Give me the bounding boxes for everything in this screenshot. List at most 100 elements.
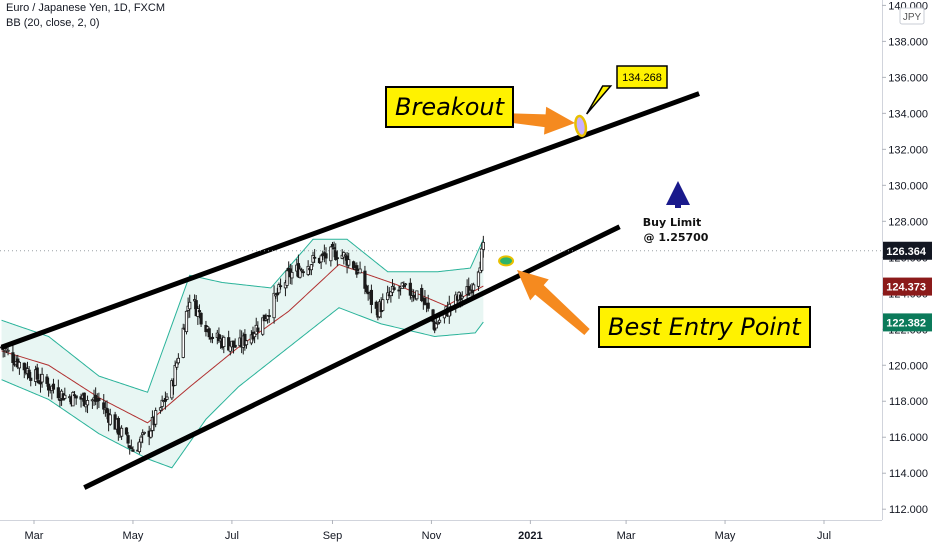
candle-body: [402, 285, 406, 287]
candle: [119, 425, 124, 440]
candle-body: [267, 315, 271, 318]
candle: [51, 378, 56, 394]
upper-band-line: [1, 238, 484, 393]
candle: [222, 335, 226, 354]
candle-body: [374, 301, 378, 309]
currency-badge-box: [899, 7, 925, 25]
candle: [108, 408, 112, 426]
candle: [124, 427, 129, 436]
lower-band-price-label-bg: [883, 313, 932, 332]
candle-body: [74, 395, 78, 399]
best-entry-callout: Best Entry Point: [598, 306, 811, 348]
buy-limit-label: Buy Limit: [643, 216, 702, 229]
candle: [278, 278, 283, 290]
candle-body: [311, 254, 315, 263]
candle-body: [335, 257, 339, 260]
price-tick-label: 116.000: [889, 432, 928, 444]
candle-body: [256, 327, 260, 333]
candle-body: [392, 287, 396, 290]
candle-body: [29, 377, 33, 381]
candle-body: [227, 337, 231, 351]
price-tick-label: 114.000: [889, 468, 928, 480]
candle-body: [207, 328, 211, 338]
candle: [426, 294, 430, 312]
candle-body: [27, 369, 31, 379]
candle-body: [364, 285, 369, 293]
candle: [160, 395, 164, 412]
candle-body: [184, 310, 189, 333]
candle-body: [139, 436, 143, 443]
lower-band-line: [1, 307, 484, 469]
candle: [256, 321, 260, 340]
candle-body: [149, 430, 153, 438]
candle-body: [275, 292, 279, 296]
candle-body: [11, 352, 15, 363]
last-price-label: 126.364: [886, 246, 927, 258]
annotations-layer: 134.268 Buy Limit @ 1.25700: [0, 65, 882, 335]
candle-body: [285, 270, 289, 286]
candle: [420, 284, 424, 303]
time-tick-label: May: [715, 530, 736, 542]
candle-body: [329, 246, 333, 262]
candle: [358, 261, 362, 274]
candle: [207, 327, 211, 340]
currency-badge: JPY: [903, 12, 922, 23]
candle: [72, 391, 77, 397]
breakout-price-label: 134.268: [622, 72, 662, 84]
candle: [381, 293, 385, 312]
candle-body: [278, 285, 283, 288]
candle-body: [40, 373, 44, 383]
candle-body: [261, 317, 265, 335]
candle-body: [199, 312, 203, 325]
candle-body: [124, 427, 129, 435]
time-tick-label: Jul: [225, 530, 239, 542]
candle: [175, 358, 179, 371]
candle: [154, 407, 158, 428]
candle: [481, 235, 485, 258]
candle-body: [116, 418, 120, 435]
candle: [227, 330, 231, 351]
candle-body: [108, 414, 112, 425]
time-tick-label: Mar: [617, 530, 636, 542]
breakout-marker: [574, 114, 588, 138]
breakout-callout: Breakout: [385, 86, 515, 128]
candle-body: [165, 396, 169, 400]
candle: [29, 371, 33, 387]
candle: [184, 310, 189, 335]
candles: [0, 235, 485, 455]
candle: [301, 269, 305, 277]
candle-body: [196, 308, 200, 317]
candle-body: [233, 344, 237, 348]
candle: [126, 431, 130, 448]
candle: [272, 285, 276, 324]
candle: [369, 284, 374, 314]
band-fill: [1, 239, 484, 468]
candle: [131, 446, 135, 452]
candle: [290, 265, 294, 285]
candle-body: [71, 392, 75, 407]
candle: [165, 393, 169, 401]
candle: [480, 242, 484, 273]
candle: [40, 367, 44, 388]
candle-body: [158, 407, 163, 411]
candle: [476, 270, 481, 291]
price-tick-label: 138.000: [888, 36, 928, 48]
candle-body: [188, 301, 192, 310]
price-callout-box: [616, 65, 668, 89]
candle: [363, 265, 367, 295]
candle-body: [319, 255, 323, 263]
candle: [82, 392, 86, 407]
middle-band-price-label: 124.373: [886, 282, 926, 294]
price-tick-label: 130.000: [888, 180, 928, 192]
price-tick-label: 120.000: [888, 360, 928, 372]
lower-band-price-label: 122.382: [886, 317, 926, 329]
time-tick-label: May: [123, 530, 144, 542]
candle-body: [131, 449, 135, 452]
candle-body: [309, 264, 313, 271]
candle-body: [313, 256, 317, 259]
price-tick-label: 118.000: [889, 396, 928, 408]
candle: [324, 247, 328, 265]
candle-body: [290, 271, 294, 279]
price-tick-label: 136.000: [888, 72, 928, 84]
